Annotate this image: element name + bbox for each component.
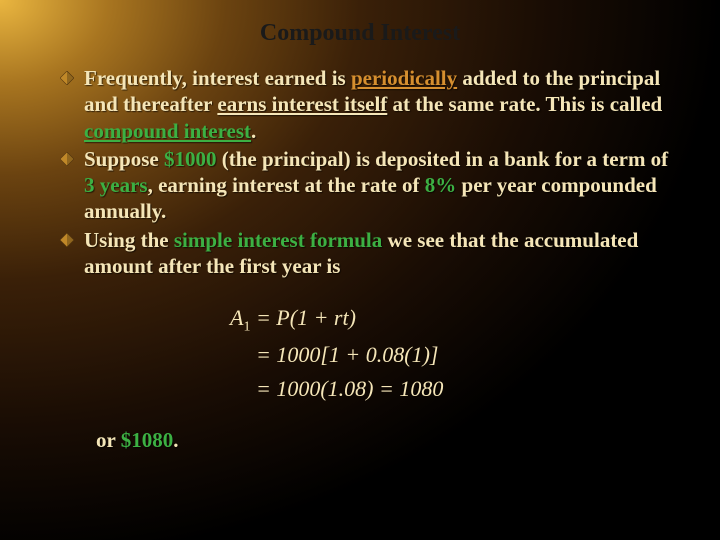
text-span: Frequently, interest earned is (84, 66, 351, 90)
bullet-row: Frequently, interest earned is periodica… (60, 65, 680, 144)
closing-pre: or (96, 428, 121, 452)
text-span: compound interest (84, 119, 251, 143)
text-span: 8% (425, 173, 457, 197)
formula-block: A1 = P(1 + rt) = 1000[1 + 0.08(1)] = 100… (230, 301, 680, 406)
bullet-text: Using the simple interest formula we see… (84, 227, 680, 280)
text-span: simple interest formula (174, 228, 382, 252)
slide: Compound Interest Frequently, interest e… (0, 0, 720, 540)
bullet-row: Suppose $1000 (the principal) is deposit… (60, 146, 680, 225)
text-span: , earning interest at the rate of (148, 173, 425, 197)
slide-title: Compound Interest (40, 20, 680, 47)
formula-var: A (230, 305, 243, 330)
text-span: Using the (84, 228, 174, 252)
text-span: periodically (351, 66, 457, 90)
text-span: (the principal) is deposited in a bank f… (216, 147, 668, 171)
text-span: . (251, 119, 256, 143)
bullet-row: Using the simple interest formula we see… (60, 227, 680, 280)
bullet-list: Frequently, interest earned is periodica… (60, 65, 680, 279)
closing-line: or $1080. (96, 428, 680, 453)
text-span: 3 years (84, 173, 148, 197)
text-span: Suppose (84, 147, 164, 171)
formula-line-2: = 1000[1 + 0.08(1)] (256, 338, 680, 372)
bullet-text: Frequently, interest earned is periodica… (84, 65, 680, 144)
closing-amount: $1080 (121, 428, 174, 452)
closing-post: . (173, 428, 178, 452)
text-span: at the same rate. This is called (387, 92, 662, 116)
formula-line-1: A1 = P(1 + rt) (230, 301, 680, 338)
diamond-icon (60, 152, 74, 166)
formula-rest: = P(1 + rt) (250, 305, 355, 330)
text-span: earns interest itself (217, 92, 387, 116)
formula-line-3: = 1000(1.08) = 1080 (256, 372, 680, 406)
text-span: $1000 (164, 147, 217, 171)
diamond-icon (60, 71, 74, 85)
diamond-icon (60, 233, 74, 247)
bullet-text: Suppose $1000 (the principal) is deposit… (84, 146, 680, 225)
